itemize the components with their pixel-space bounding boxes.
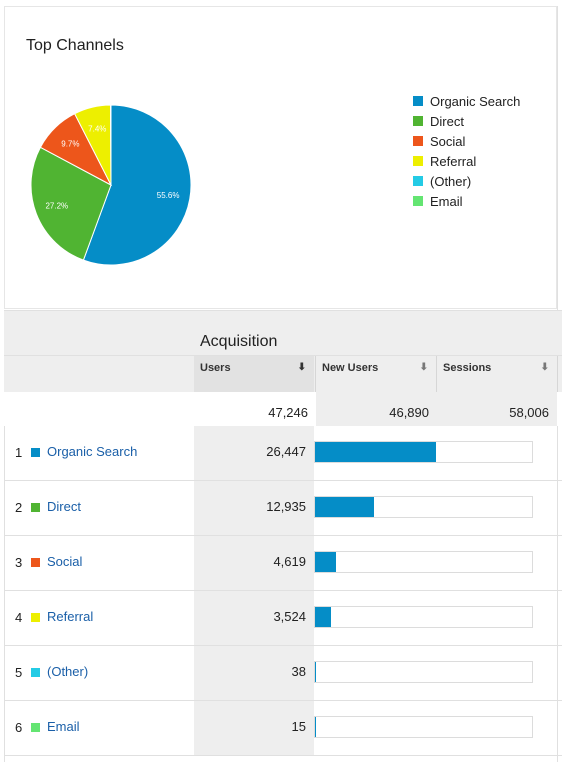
column-divider (436, 356, 437, 393)
legend-item-direct[interactable]: Direct (413, 111, 520, 131)
row-number: 5 (15, 665, 23, 680)
legend-swatch (413, 196, 423, 206)
legend-label: Direct (430, 113, 464, 129)
share-bar (314, 496, 533, 518)
share-bar-fill (315, 552, 336, 572)
share-bar (314, 441, 533, 463)
share-bar-fill (315, 497, 374, 517)
users-value: 26,447 (266, 444, 306, 459)
share-bar-fill (315, 662, 316, 682)
acquisition-title: Acquisition (200, 333, 278, 350)
legend-item-email[interactable]: Email (413, 191, 520, 211)
totals-row: 47,246 46,890 58,006 (4, 392, 562, 427)
row-number: 1 (15, 445, 23, 460)
legend-item-organic-search[interactable]: Organic Search (413, 91, 520, 111)
channel-link[interactable]: (Other) (47, 664, 89, 679)
column-header-new-users[interactable]: New Users ⬇ (316, 356, 436, 393)
pie-slice-other[interactable] (109, 104, 112, 186)
share-bar-fill (315, 607, 331, 627)
users-value: 12,935 (266, 499, 306, 514)
sort-arrow-icon[interactable]: ⬇ (297, 362, 306, 373)
users-value: 15 (291, 719, 306, 734)
total-new-users: 46,890 (316, 392, 437, 426)
column-header-row: Users ⬇ New Users ⬇ Sessions ⬇ (4, 355, 562, 393)
pie-slice-label: 7.4% (88, 125, 106, 134)
share-bar-fill (315, 717, 316, 737)
share-bar (314, 551, 533, 573)
pie-slice-organic-search[interactable] (82, 104, 192, 266)
users-cell: 3,524 (194, 591, 314, 645)
pie-slice-direct[interactable] (30, 146, 112, 261)
row-number: 3 (15, 555, 23, 570)
channel-link[interactable]: Direct (47, 499, 81, 514)
users-cell: 26,447 (194, 426, 314, 480)
legend-label: Social (430, 133, 466, 149)
users-cell: 12,935 (194, 481, 314, 535)
legend-label: Referral (430, 153, 477, 169)
legend-swatch (413, 96, 423, 106)
table-right-border (557, 426, 558, 762)
channel-link[interactable]: Organic Search (47, 444, 138, 459)
users-value: 4,619 (273, 554, 306, 569)
total-users: 47,246 (194, 392, 316, 426)
share-bar-fill (315, 442, 436, 462)
channel-color-swatch (31, 558, 40, 567)
share-bar (314, 661, 533, 683)
channel-link[interactable]: Social (47, 554, 83, 569)
channel-color-swatch (31, 448, 40, 457)
channel-color-swatch (31, 723, 40, 732)
legend-item-referral[interactable]: Referral (413, 151, 520, 171)
top-channels-card: Top Channels 55.6% 27.2% 9.7% 7.4% Organic … (4, 6, 557, 309)
legend-label: Email (430, 193, 463, 209)
top-channels-pie-chart: 55.6% 27.2% 9.7% 7.4% (30, 104, 192, 266)
table-row: 1 Organic Search 26,447 (4, 426, 562, 481)
acquisition-header: Acquisition (4, 310, 562, 356)
legend-swatch (413, 116, 423, 126)
users-value: 3,524 (273, 609, 306, 624)
chart-legend: Organic Search Direct Social Referral (O… (413, 91, 520, 211)
table-row: 5 (Other) 38 (4, 646, 562, 701)
table-row: 2 Direct 12,935 (4, 481, 562, 536)
channel-color-swatch (31, 668, 40, 677)
table-row: 4 Referral 3,524 (4, 591, 562, 646)
acquisition-table: Acquisition Users ⬇ New Users ⬇ Sessions… (4, 310, 562, 762)
table-left-border (4, 426, 5, 762)
legend-item-other[interactable]: (Other) (413, 171, 520, 191)
row-number: 4 (15, 610, 23, 625)
legend-swatch (413, 156, 423, 166)
legend-label: Organic Search (430, 93, 521, 109)
column-divider (557, 356, 558, 393)
column-header-label: Users (200, 362, 231, 374)
share-bar (314, 716, 533, 738)
card-title: Top Channels (26, 37, 124, 54)
legend-swatch (413, 176, 423, 186)
pie-slice-label: 55.6% (157, 191, 180, 200)
pie-slice-label: 9.7% (61, 140, 79, 149)
column-header-sessions[interactable]: Sessions ⬇ (437, 356, 557, 393)
pie-slice-label: 27.2% (45, 202, 68, 211)
row-number: 2 (15, 500, 23, 515)
row-number: 6 (15, 720, 23, 735)
channel-link[interactable]: Referral (47, 609, 94, 624)
sort-arrow-icon[interactable]: ⬇ (419, 362, 428, 373)
sort-arrow-icon[interactable]: ⬇ (540, 362, 549, 373)
legend-label: (Other) (430, 173, 472, 189)
users-cell: 4,619 (194, 536, 314, 590)
users-value: 38 (291, 664, 306, 679)
channel-color-swatch (31, 503, 40, 512)
column-header-label: Sessions (443, 362, 492, 374)
column-header-users[interactable]: Users ⬇ (194, 356, 314, 393)
channel-link[interactable]: Email (47, 719, 80, 734)
users-cell: 15 (194, 701, 314, 755)
channel-color-swatch (31, 613, 40, 622)
table-row: 3 Social 4,619 (4, 536, 562, 591)
table-row: 6 Email 15 (4, 701, 562, 756)
total-sessions: 58,006 (437, 392, 557, 426)
share-bar (314, 606, 533, 628)
legend-swatch (413, 136, 423, 146)
column-header-label: New Users (322, 362, 379, 374)
column-divider (315, 356, 316, 393)
users-cell: 38 (194, 646, 314, 700)
legend-item-social[interactable]: Social (413, 131, 520, 151)
